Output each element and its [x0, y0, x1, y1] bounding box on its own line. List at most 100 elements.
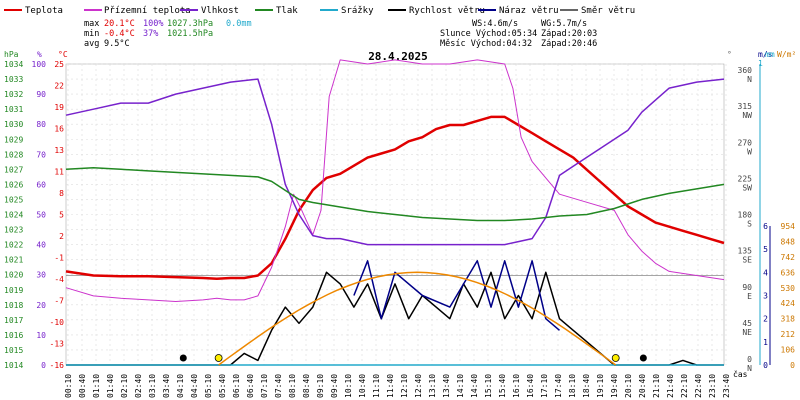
hpa-tick-label: 1018: [4, 301, 23, 310]
temp-tick-label: 8: [59, 189, 64, 198]
temp-tick-label: -1: [54, 254, 64, 263]
series-line-1: [65, 59, 725, 302]
pct-tick-label: 10: [36, 331, 46, 340]
stat-max-label: max: [84, 19, 99, 29]
x-tick-label: 17:10: [540, 374, 549, 398]
hpa-tick-label: 1014: [4, 361, 23, 370]
stat-moon: Měsíc Východ:04:32: [440, 39, 532, 49]
temp-tick-label: 25: [54, 60, 64, 69]
stat-max-press: 1027.3hPa: [167, 19, 213, 29]
plot-area: [65, 59, 725, 366]
legend: Teplota Přízemní teplota Vlhkost Tlak Sr…: [4, 6, 635, 16]
wm2-tick-label: 212: [781, 330, 796, 339]
stat-min-label: min: [84, 29, 99, 39]
deg-dir-label: W: [747, 147, 752, 156]
wm2-tick-label: 0: [790, 361, 795, 370]
x-tick-label: 14:40: [470, 374, 479, 398]
deg-dir-label: NW: [742, 111, 752, 120]
x-tick-label: 11:10: [372, 374, 381, 398]
stat-sun-set: Západ:20:03: [541, 29, 597, 39]
stat-max-rain: 0.0mm: [226, 19, 252, 29]
ms-tick-label: 3: [763, 292, 768, 301]
x-tick-label: 18:10: [568, 374, 577, 398]
temp-tick-label: 5: [59, 211, 64, 220]
x-tick-label: 01:10: [92, 374, 101, 398]
deg-dir-label: N: [747, 364, 752, 373]
ms-tick-label: 5: [763, 245, 768, 254]
deg-tick-label: 90: [742, 283, 752, 292]
hpa-tick-label: 1029: [4, 135, 23, 144]
hpa-tick-label: 1027: [4, 165, 23, 174]
x-tick-label: 14:10: [456, 374, 465, 398]
stat-max-temp: 20.1°C: [104, 19, 135, 29]
deg-tick-label: 225: [738, 174, 753, 183]
x-tick-label: 05:40: [218, 374, 227, 398]
legend-label-srazky: Srážky: [341, 6, 374, 16]
stats-block: max 20.1°C 100% 1027.3hPa 0.0mm min -0.4…: [84, 19, 597, 49]
unit-pct: %: [37, 50, 42, 59]
x-tick-label: 09:40: [330, 374, 339, 398]
legend-item-vlhkost: Vlhkost: [180, 6, 239, 16]
unit-ms: m/s: [758, 50, 773, 59]
x-tick-label: 19:10: [596, 374, 605, 398]
pct-tick-label: 80: [36, 120, 46, 129]
deg-tick-label: 135: [738, 247, 753, 256]
series-line-2: [65, 78, 725, 246]
x-tick-label: 21:10: [652, 374, 661, 398]
legend-item-tlak: Tlak: [255, 6, 298, 16]
series-line-5: [353, 260, 560, 331]
deg-tick-label: 45: [742, 319, 752, 328]
stat-min-temp: -0.4°C: [104, 29, 135, 39]
markers: [179, 354, 647, 362]
stat-sun: Slunce Východ:05:34: [440, 29, 537, 39]
legend-item-smer-vetru: Směr větru: [560, 6, 635, 16]
hpa-tick-label: 1028: [4, 150, 23, 159]
pct-tick-label: 30: [36, 271, 46, 280]
x-tick-label: 09:10: [316, 374, 325, 398]
hpa-tick-label: 1033: [4, 75, 23, 84]
hpa-tick-label: 1030: [4, 120, 23, 129]
x-tick-label: 20:40: [638, 374, 647, 398]
stat-moon-set: Západ:20:46: [541, 39, 597, 49]
temp-tick-label: -10: [50, 318, 65, 327]
wm2-tick-label: 318: [781, 315, 796, 324]
x-tick-label: 00:10: [64, 374, 73, 398]
x-tick-label: 12:40: [414, 374, 423, 398]
legend-item-prizemni-teplota: Přízemní teplota: [84, 6, 191, 16]
temp-tick-label: 11: [54, 168, 64, 177]
x-tick-label: 22:40: [694, 374, 703, 398]
x-tick-label: 04:40: [190, 374, 199, 398]
hpa-tick-label: 1025: [4, 195, 23, 204]
x-tick-label: 19:40: [610, 374, 619, 398]
x-tick-label: 13:40: [442, 374, 451, 398]
x-tick-label: 03:40: [162, 374, 171, 398]
legend-label-smer-vetru: Směr větru: [581, 6, 635, 16]
x-tick-label: 15:10: [484, 374, 493, 398]
deg-dir-label: SW: [742, 183, 752, 192]
unit-mm-max: 1: [758, 59, 763, 68]
legend-label-vlhkost: Vlhkost: [201, 6, 239, 16]
x-tick-label: 06:10: [232, 374, 241, 398]
x-tick-label: 01:40: [106, 374, 115, 398]
x-tick-label: 20:10: [624, 374, 633, 398]
x-tick-label: 02:40: [134, 374, 143, 398]
stat-ws: WS:4.6m/s: [472, 19, 518, 29]
hpa-tick-label: 1032: [4, 90, 23, 99]
x-axis-label: čas: [733, 369, 748, 379]
sunset-marker: [611, 354, 620, 362]
series-line-3: [65, 167, 725, 222]
x-tick-label: 23:10: [708, 374, 717, 398]
temp-tick-label: -4: [54, 275, 64, 284]
stat-min-press: 1021.5hPa: [167, 29, 213, 39]
pct-tick-label: 90: [36, 90, 46, 99]
temp-tick-label: 2: [59, 232, 64, 241]
pct-tick-label: 50: [36, 211, 46, 220]
ms-tick-label: 4: [763, 268, 768, 277]
hpa-tick-label: 1019: [4, 286, 23, 295]
hpa-tick-label: 1020: [4, 271, 23, 280]
temp-tick-label: 22: [54, 82, 64, 91]
x-tick-label: 16:10: [512, 374, 521, 398]
moonset-marker: [639, 354, 647, 362]
x-tick-label: 11:40: [386, 374, 395, 398]
